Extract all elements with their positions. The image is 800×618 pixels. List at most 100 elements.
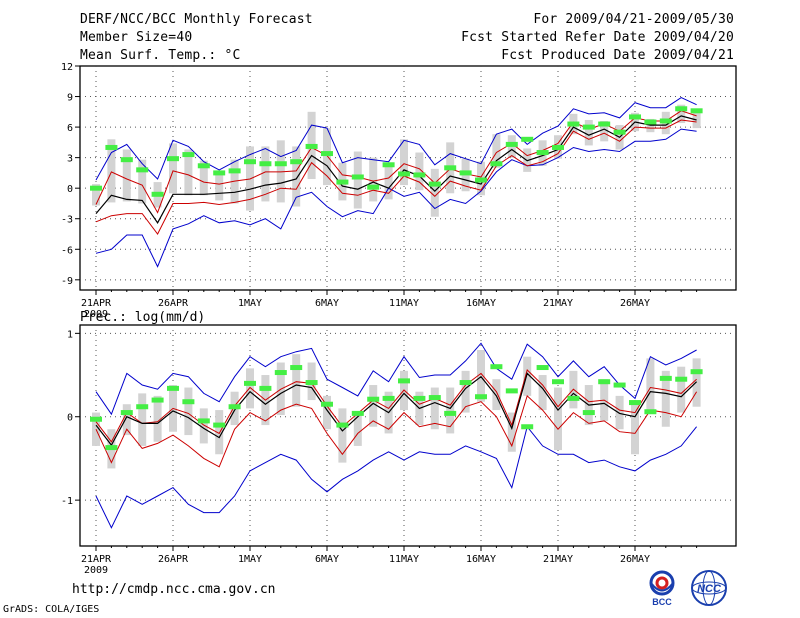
chart2-median-marker — [290, 365, 303, 371]
chart1-median-marker — [274, 161, 287, 167]
chart1-median-marker — [105, 144, 118, 150]
chart2-spread-box — [461, 370, 470, 413]
ncc-logo-text: NCC — [697, 583, 722, 595]
chart2-spread-box — [246, 368, 254, 409]
chart1-spread-box — [184, 149, 193, 196]
bcc-logo-icon: BCC — [649, 570, 675, 607]
chart1-ytick-label: 0 — [67, 184, 73, 195]
chart2-median-marker — [598, 379, 611, 385]
chart1-xtick-label: 26APR — [158, 298, 189, 309]
chart2-xtick-label: 11MAY — [389, 554, 419, 565]
chart2-spread-box — [323, 395, 331, 430]
chart2-median-marker — [367, 396, 380, 402]
chart2-median-marker — [690, 369, 703, 375]
chart2-median-marker — [351, 410, 364, 416]
chart2-spread-box — [492, 379, 501, 411]
chart1-ytick-label: -9 — [61, 276, 73, 287]
chart1-median-marker — [505, 141, 518, 147]
chart2-ytick-label: -1 — [61, 496, 73, 507]
chart1-median-marker — [182, 152, 195, 158]
chart1-xtick-label: 21APR — [81, 298, 112, 309]
chart1-spread-box — [122, 149, 131, 202]
chart1-median-marker — [552, 144, 564, 150]
chart2-xtick-label: 1MAY — [238, 554, 262, 565]
chart2-spread-box — [523, 356, 532, 396]
chart1-spread-box — [169, 143, 177, 194]
source-url[interactable]: http://cmdp.ncc.cma.gov.cn — [72, 582, 276, 597]
chart2-median-marker — [459, 380, 472, 386]
chart2-median-marker — [398, 378, 410, 384]
chart1-spread-box — [215, 170, 224, 201]
chart2-median-marker — [382, 395, 395, 401]
chart1-spread-box — [584, 119, 593, 146]
chart2-xtick-label: 16MAY — [466, 554, 496, 565]
chart1-median-marker — [659, 118, 672, 124]
chart2-spread-box — [615, 395, 624, 430]
chart1-ytick-label: 12 — [61, 62, 73, 73]
chart2-median-marker — [644, 409, 657, 415]
chart2-frame — [79, 324, 737, 547]
ncc-logo-icon: NCC — [691, 570, 727, 606]
forecast-produced-date: Fcst Produced Date 2009/04/21 — [501, 48, 734, 63]
chart2-spread-box — [477, 350, 485, 402]
chart2-median-marker — [413, 395, 426, 401]
chart2-median-marker — [228, 404, 241, 410]
chart1-spread-box — [261, 146, 270, 202]
chart1-median-marker — [244, 159, 256, 165]
chart2-spread-box — [292, 354, 301, 407]
chart1-median-marker — [613, 129, 626, 135]
chart1-median-marker — [136, 167, 149, 173]
chart1-spread-box — [353, 151, 362, 209]
chart1-frame — [79, 65, 737, 291]
chart2-median-marker — [305, 380, 318, 386]
chart2-median-marker — [675, 376, 688, 382]
chart2-median-marker — [182, 399, 195, 405]
chart2-spread-box — [538, 375, 547, 411]
member-size: Member Size=40 — [80, 30, 193, 45]
chart1-median-marker — [382, 162, 395, 168]
chart2-spread-box — [369, 385, 378, 427]
chart2-median-marker — [613, 382, 626, 388]
chart1-median-marker — [675, 106, 688, 112]
chart1-median-marker — [367, 184, 380, 190]
chart2-median-marker — [536, 365, 549, 371]
chart2-spread-box — [430, 387, 439, 430]
chart2-median-marker — [321, 401, 333, 407]
chart2-median-marker — [629, 400, 641, 406]
chart1-median-marker — [567, 121, 580, 127]
chart1-spread-box — [199, 160, 208, 196]
chart2-line-max — [95, 425, 697, 529]
chart1-median-marker — [444, 165, 457, 171]
chart2-spread-box — [507, 412, 516, 452]
chart2-median-marker — [136, 404, 149, 410]
chart1-line-mean — [95, 115, 697, 224]
chart1-median-marker — [536, 150, 549, 156]
chart1-median-marker — [336, 179, 349, 185]
chart1-median-marker — [90, 185, 102, 191]
chart2-median-marker — [197, 418, 210, 424]
chart2-spread-box — [199, 408, 208, 444]
chart2-median-marker — [151, 397, 164, 403]
chart1-spread-box — [276, 140, 285, 203]
chart1-spread-box — [692, 108, 701, 129]
chart2-spread-box — [138, 393, 147, 446]
chart2-spread-box — [661, 370, 670, 427]
chart2-spread-box — [353, 412, 362, 446]
chart1-median-marker — [413, 172, 426, 178]
chart1-spread-box — [677, 104, 686, 124]
chart1-median-marker — [690, 108, 703, 114]
chart1-spread-box — [138, 159, 147, 204]
chart2-spread-box — [184, 387, 193, 436]
chart1-spread-box — [92, 184, 100, 206]
chart1-line-spread_lower — [95, 119, 697, 235]
chart1-ytick-label: 3 — [67, 154, 73, 165]
chart1-ytick-label: -6 — [61, 245, 73, 256]
chart2-median-marker — [490, 364, 503, 370]
chart1-spread-box — [415, 152, 424, 191]
chart1-median-marker — [475, 177, 487, 183]
chart2-spread-box — [646, 358, 655, 413]
chart2-median-marker — [428, 395, 441, 401]
forecast-start-date: Fcst Started Refer Date 2009/04/20 — [461, 30, 734, 45]
chart1-median-marker — [290, 159, 303, 165]
